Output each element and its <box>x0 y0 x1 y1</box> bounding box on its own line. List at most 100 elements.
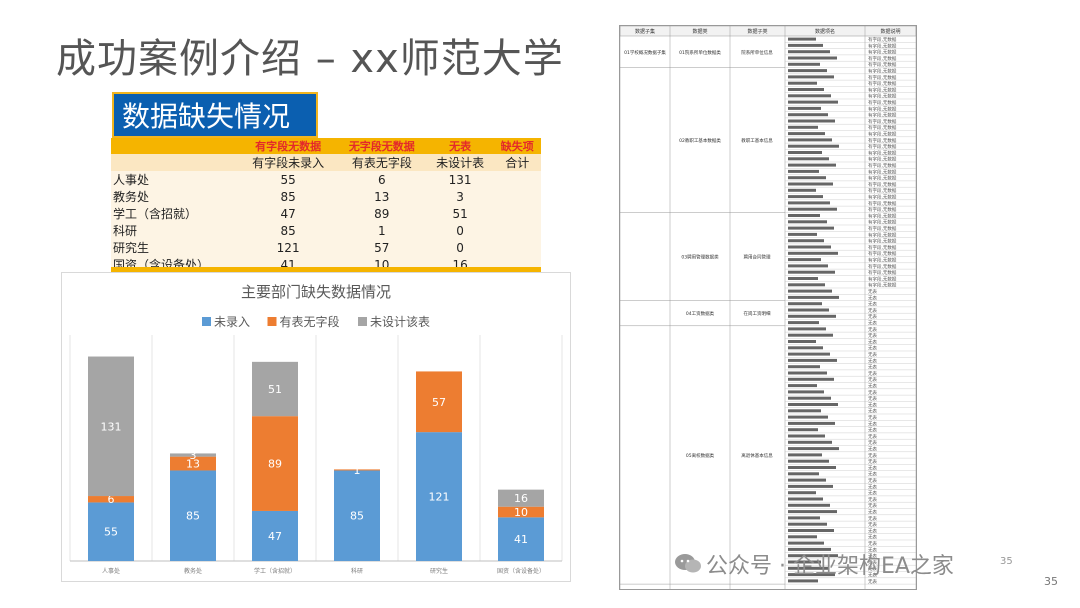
doc-note: 有字段,无数据 <box>868 282 897 289</box>
doc-note: 无表 <box>868 471 877 478</box>
doc-note: 有字段,无数据 <box>868 238 897 245</box>
legend-swatch <box>202 317 211 326</box>
doc-item-text <box>788 232 817 236</box>
doc-header-label: 数据子集 <box>635 28 655 35</box>
doc-note: 有字段,无数据 <box>868 118 897 125</box>
category-label: 研究生 <box>430 567 448 575</box>
table-header-cell: 无表 <box>426 138 494 154</box>
doc-note: 无表 <box>868 483 877 490</box>
category-label: 科研 <box>351 567 363 575</box>
bar-segment <box>170 453 216 457</box>
table-header-cell: 无字段无数据 <box>336 138 427 154</box>
doc-note: 有字段,无数据 <box>868 269 897 276</box>
doc-item-text <box>788 245 831 249</box>
table-header-cell: 缺失项 <box>493 138 541 154</box>
doc-header-label: 数据类 <box>692 28 707 35</box>
bar-segment <box>170 470 216 561</box>
doc-note: 有字段,无数据 <box>868 200 897 207</box>
stacked-bar-chart: 主要部门缺失数据情况 未录入 有表无字段 未设计该表 55 6 131 人事处 85 13 3 教务处… <box>61 272 571 582</box>
doc-note: 有字段,无数据 <box>868 181 897 188</box>
doc-note: 有字段,无数据 <box>868 131 897 138</box>
bar-segment <box>334 470 380 561</box>
table-subheader-cell: 有表无字段 <box>336 154 427 171</box>
doc-note: 有字段,无数据 <box>868 168 897 175</box>
doc-item-text <box>788 169 819 173</box>
doc-note: 有字段,无数据 <box>868 36 897 43</box>
doc-note: 有字段,无数据 <box>868 231 897 238</box>
doc-note: 有字段,无数据 <box>868 263 897 270</box>
doc-item-text <box>788 94 831 98</box>
doc-item-text <box>788 69 827 73</box>
doc-item-text <box>788 138 832 142</box>
doc-item-text <box>788 201 830 205</box>
doc-item-text <box>788 434 825 438</box>
table-row: 人事处 55 6 131 <box>111 171 541 188</box>
doc-note: 无表 <box>868 401 877 408</box>
doc-note: 有字段,无数据 <box>868 206 897 213</box>
table-row: 科研 85 1 0 <box>111 222 541 239</box>
doc-note: 无表 <box>868 294 877 301</box>
doc-item-text <box>788 251 838 255</box>
doc-item-text <box>788 396 831 400</box>
doc-item-text <box>788 547 831 551</box>
data-label: 121 <box>429 491 450 504</box>
data-label: 16 <box>514 492 528 505</box>
doc-note: 无表 <box>868 326 877 333</box>
legend-label: 未录入 <box>214 315 250 329</box>
doc-item-text <box>788 182 833 186</box>
bar-segment <box>252 416 298 511</box>
doc-note: 无表 <box>868 509 877 516</box>
doc-note: 无表 <box>868 351 877 358</box>
doc-item-text <box>788 365 820 369</box>
doc-item-text <box>788 308 829 312</box>
doc-note: 无表 <box>868 502 877 509</box>
data-label: 57 <box>432 396 446 409</box>
doc-note: 有字段,无数据 <box>868 105 897 112</box>
legend-label: 未设计该表 <box>370 315 430 329</box>
doc-note: 无表 <box>868 301 877 308</box>
doc-note: 有字段,无数据 <box>868 86 897 93</box>
table-subheader-cell: 合计 <box>493 154 541 171</box>
doc-item-text <box>788 119 835 123</box>
doc-item-text <box>788 566 828 570</box>
doc-note: 有字段,无数据 <box>868 257 897 264</box>
doc-note: 有字段,无数据 <box>868 212 897 219</box>
value-cell: 121 <box>239 239 337 256</box>
doc-class-label: 03聘用管理数据类 <box>681 254 719 261</box>
doc-item-text <box>788 289 832 293</box>
doc-note: 无表 <box>868 427 877 434</box>
doc-note: 无表 <box>868 496 877 503</box>
data-label: 41 <box>514 533 528 546</box>
data-label: 13 <box>186 458 200 471</box>
doc-note: 有字段,无数据 <box>868 61 897 68</box>
doc-class-label: 04工资数据类 <box>686 310 715 317</box>
doc-note: 有字段,无数据 <box>868 42 897 49</box>
doc-item-text <box>788 384 817 388</box>
doc-subclass-label: 教职工基本信息 <box>741 137 773 144</box>
doc-item-text <box>788 390 824 394</box>
doc-item-text <box>788 327 826 331</box>
doc-item-text <box>788 157 829 161</box>
doc-note: 无表 <box>868 383 877 390</box>
value-cell: 89 <box>336 205 427 222</box>
doc-note: 无表 <box>868 578 877 585</box>
doc-note: 有字段,无数据 <box>868 55 897 62</box>
doc-note: 无表 <box>868 288 877 295</box>
doc-note: 无表 <box>868 313 877 320</box>
doc-item-text <box>788 207 837 211</box>
table-header-cell: 有字段无数据 <box>239 138 337 154</box>
doc-item-text <box>788 151 822 154</box>
doc-page-number: 35 <box>1000 556 1013 567</box>
table-subheader-row: 有字段未录入 有表无字段 未设计表 合计 <box>111 154 541 171</box>
doc-note: 无表 <box>868 408 877 415</box>
doc-item-text <box>788 333 833 337</box>
doc-item-text <box>788 440 832 444</box>
doc-class-label: 05离校数据类 <box>686 452 715 459</box>
doc-item-text <box>788 459 829 463</box>
doc-note: 无表 <box>868 565 877 572</box>
doc-note: 无表 <box>868 332 877 339</box>
doc-note: 有字段,无数据 <box>868 74 897 81</box>
bar-segment <box>498 489 544 507</box>
doc-item-text <box>788 377 834 381</box>
doc-note: 无表 <box>868 389 877 396</box>
